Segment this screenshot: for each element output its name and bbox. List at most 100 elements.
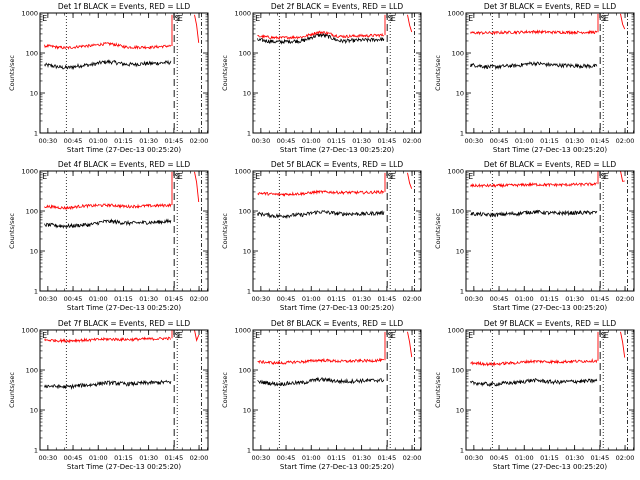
x-axis-label: Start Time (27-Dec-13 00:25:20) <box>493 463 607 471</box>
marker-label: E <box>255 14 260 23</box>
y-tick-label: 10 <box>456 247 464 255</box>
x-tick-label: 00:30 <box>251 295 270 303</box>
panel-det-4: Det 4f BLACK = Events, RED = LLD Counts/s… <box>8 160 209 312</box>
x-tick-label: 01:45 <box>377 454 396 462</box>
y-tick-label: 1 <box>247 446 251 454</box>
x-axis-label: Start Time (27-Dec-13 00:25:20) <box>493 304 607 312</box>
y-axis-label: Counts/sec <box>8 213 16 249</box>
y-axis-label: Counts/sec <box>8 55 16 91</box>
x-tick-label: 02:00 <box>403 454 422 462</box>
y-tick-label: 1 <box>247 129 251 137</box>
x-tick-label: 01:45 <box>164 454 183 462</box>
y-tick-label: 10 <box>456 89 464 97</box>
panel-title: Det 1f BLACK = Events, RED = LLD <box>58 2 191 11</box>
y-tick-label: 1000 <box>447 167 464 175</box>
x-tick-label: 00:30 <box>38 295 57 303</box>
y-tick-label: 1 <box>247 287 251 295</box>
y-tick-label: 1000 <box>21 167 38 175</box>
marker-label: E <box>255 331 260 340</box>
series-lld-line <box>44 336 172 344</box>
x-tick-label: 01:45 <box>164 295 183 303</box>
x-tick-label: 01:30 <box>139 295 158 303</box>
series-events-line <box>44 59 172 71</box>
panel-det-2: Det 2f BLACK = Events, RED = LLD Counts/s… <box>221 2 422 154</box>
series-events-line <box>470 378 598 387</box>
marker-label: E <box>178 331 183 340</box>
y-tick-label: 1000 <box>447 326 464 334</box>
y-tick-label: 1 <box>34 287 38 295</box>
marker-label: E <box>391 14 396 23</box>
plot-frame <box>39 12 209 134</box>
panel-det-1: Det 1f BLACK = Events, RED = LLD Counts/s… <box>8 2 209 154</box>
plot-frame <box>252 329 422 451</box>
x-axis-label: Start Time (27-Dec-13 00:25:20) <box>493 146 607 154</box>
series-events-line <box>257 210 385 220</box>
x-tick-label: 01:30 <box>352 454 371 462</box>
panel-det-5: Det 5f BLACK = Events, RED = LLD Counts/s… <box>221 160 422 312</box>
x-tick-label: 01:30 <box>565 295 584 303</box>
plot-frame <box>252 12 422 134</box>
y-tick-label: 1000 <box>21 9 38 17</box>
x-tick-label: 00:45 <box>277 454 296 462</box>
y-tick-label: 10 <box>30 406 38 414</box>
x-tick-label: 01:15 <box>540 454 559 462</box>
series-events-line <box>470 209 598 218</box>
x-tick-label: 01:45 <box>377 295 396 303</box>
x-tick-label: 00:45 <box>64 137 83 145</box>
marker-label: E <box>178 14 183 23</box>
marker-label: S <box>388 172 393 181</box>
y-tick-label: 100 <box>26 366 38 374</box>
x-tick-label: 01:45 <box>590 295 609 303</box>
y-axis-label: Counts/sec <box>8 372 16 408</box>
series-lld-post <box>407 14 413 33</box>
x-tick-label: 00:30 <box>38 137 57 145</box>
x-tick-label: 00:30 <box>251 454 270 462</box>
y-tick-label: 100 <box>452 366 464 374</box>
x-tick-label: 01:30 <box>352 137 371 145</box>
series-events-line <box>44 379 172 390</box>
x-tick-label: 01:30 <box>565 137 584 145</box>
series-lld-line <box>44 41 172 50</box>
y-tick-label: 1000 <box>447 9 464 17</box>
x-tick-label: 01:15 <box>327 454 346 462</box>
x-tick-label: 01:45 <box>377 137 396 145</box>
plot-frame <box>39 170 209 292</box>
x-tick-label: 00:45 <box>277 137 296 145</box>
series-events-line <box>44 218 172 229</box>
y-tick-label: 100 <box>452 207 464 215</box>
y-tick-label: 10 <box>243 247 251 255</box>
marker-label: S <box>388 331 393 340</box>
panel-det-7: Det 7f BLACK = Events, RED = LLD Counts/s… <box>8 319 209 471</box>
marker-label: S <box>601 14 606 23</box>
x-tick-label: 01:00 <box>302 295 321 303</box>
marker-label: E <box>391 172 396 181</box>
x-tick-label: 00:30 <box>464 295 483 303</box>
y-tick-label: 10 <box>30 89 38 97</box>
series-events-line <box>257 376 385 387</box>
x-tick-label: 01:00 <box>515 137 534 145</box>
y-tick-label: 10 <box>243 406 251 414</box>
x-tick-label: 02:00 <box>616 454 635 462</box>
x-axis-label: Start Time (27-Dec-13 00:25:20) <box>67 146 181 154</box>
x-tick-label: 01:00 <box>302 454 321 462</box>
panel-title: Det 6f BLACK = Events, RED = LLD <box>484 160 617 169</box>
y-tick-label: 100 <box>26 49 38 57</box>
x-tick-label: 00:45 <box>277 295 296 303</box>
y-tick-label: 1 <box>460 129 464 137</box>
panel-det-9: Det 9f BLACK = Events, RED = LLD Counts/s… <box>434 319 635 471</box>
x-tick-label: 01:15 <box>540 295 559 303</box>
series-lld-line <box>44 203 172 211</box>
series-lld-post <box>194 171 200 203</box>
marker-label: E <box>178 172 183 181</box>
y-axis-label: Counts/sec <box>434 55 442 91</box>
series-lld-line <box>470 29 598 36</box>
x-tick-label: 01:30 <box>352 295 371 303</box>
panel-title: Det 2f BLACK = Events, RED = LLD <box>271 2 404 11</box>
y-tick-label: 1 <box>34 446 38 454</box>
marker-label: S <box>601 172 606 181</box>
panel-title: Det 4f BLACK = Events, RED = LLD <box>58 160 191 169</box>
y-tick-label: 10 <box>30 247 38 255</box>
marker-label: E <box>604 14 609 23</box>
x-tick-label: 01:00 <box>89 295 108 303</box>
